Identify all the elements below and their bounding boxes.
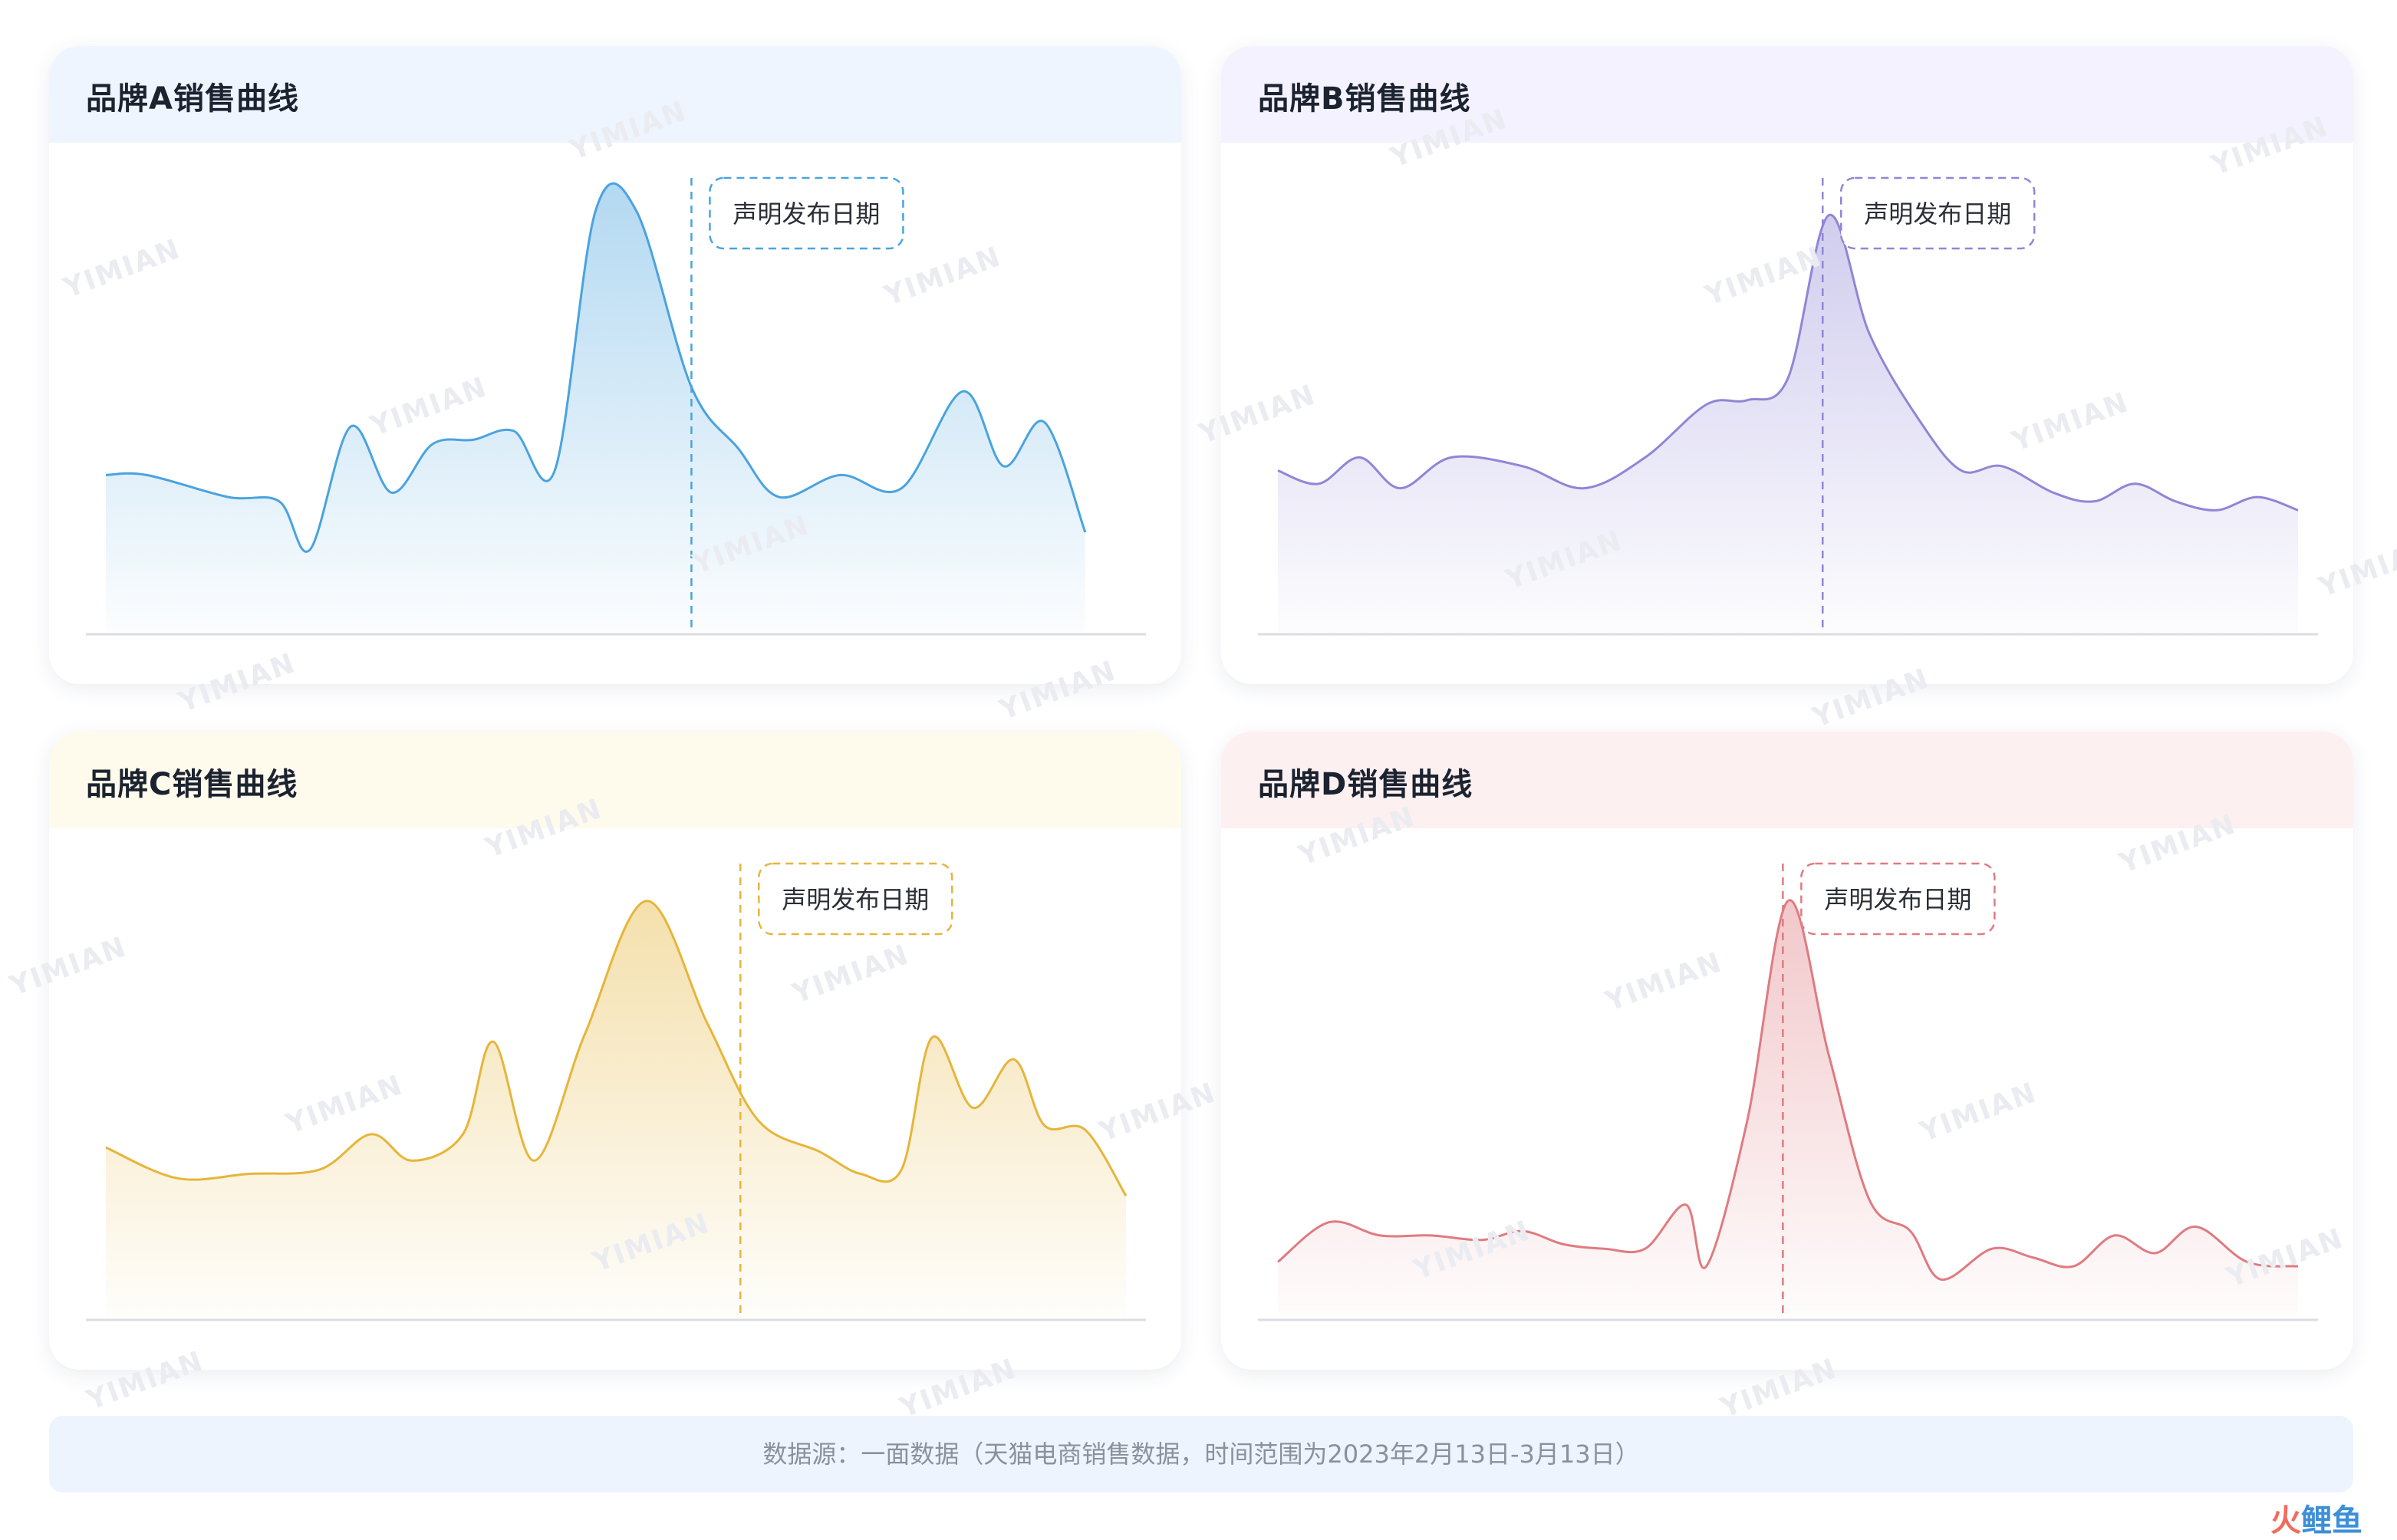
chart-title: 品牌B销售曲线: [1258, 81, 1471, 117]
logo-part-2: 鲤鱼: [2301, 1503, 2362, 1538]
chart-card-c: 声明发布日期 品牌C销售曲线: [49, 732, 1181, 1370]
annotation-box: [758, 862, 953, 936]
brand-logo: 火鲤鱼: [2270, 1496, 2362, 1540]
chart-card-a: 声明发布日期 品牌A销售曲线: [49, 46, 1181, 684]
series-area: [106, 183, 1085, 633]
annotation-box: [709, 176, 904, 250]
card-header: [1221, 732, 2353, 828]
series-line: [1277, 899, 2299, 1281]
chart-d-svg: 声明发布日期: [1258, 862, 2318, 1321]
annotation-label: 声明发布日期: [733, 199, 880, 229]
series-area: [106, 900, 1126, 1319]
data-source-footer: 数据源：一面数据（天猫电商销售数据，时间范围为2023年2月13日-3月13日）: [49, 1416, 2353, 1492]
logo-part-1: 火: [2270, 1503, 2301, 1538]
annotation-label: 声明发布日期: [782, 885, 929, 914]
annotation-box: [1839, 176, 2036, 250]
series-area: [1278, 900, 2298, 1319]
chart-title: 品牌D销售曲线: [1258, 767, 1473, 802]
chart-card-b: 声明发布日期 品牌B销售曲线: [1221, 46, 2353, 684]
annotation-label: 声明发布日期: [1864, 199, 2011, 229]
card-header: [49, 732, 1181, 828]
series-area: [1278, 215, 2298, 633]
series-line: [105, 900, 1128, 1197]
chart-b-svg: 声明发布日期: [1258, 176, 2318, 636]
series-line: [1277, 214, 2299, 512]
chart-c-svg: 声明发布日期: [86, 862, 1146, 1321]
card-header: [1221, 46, 2353, 143]
chart-title: 品牌C销售曲线: [86, 767, 298, 802]
card-header: [49, 46, 1181, 143]
annotation-box: [1800, 862, 1996, 936]
annotation-label: 声明发布日期: [1824, 885, 1971, 914]
series-line: [105, 182, 1087, 553]
chart-card-d: 声明发布日期 品牌D销售曲线: [1221, 732, 2353, 1370]
chart-a-svg: 声明发布日期: [86, 176, 1146, 636]
chart-title: 品牌A销售曲线: [86, 81, 299, 117]
